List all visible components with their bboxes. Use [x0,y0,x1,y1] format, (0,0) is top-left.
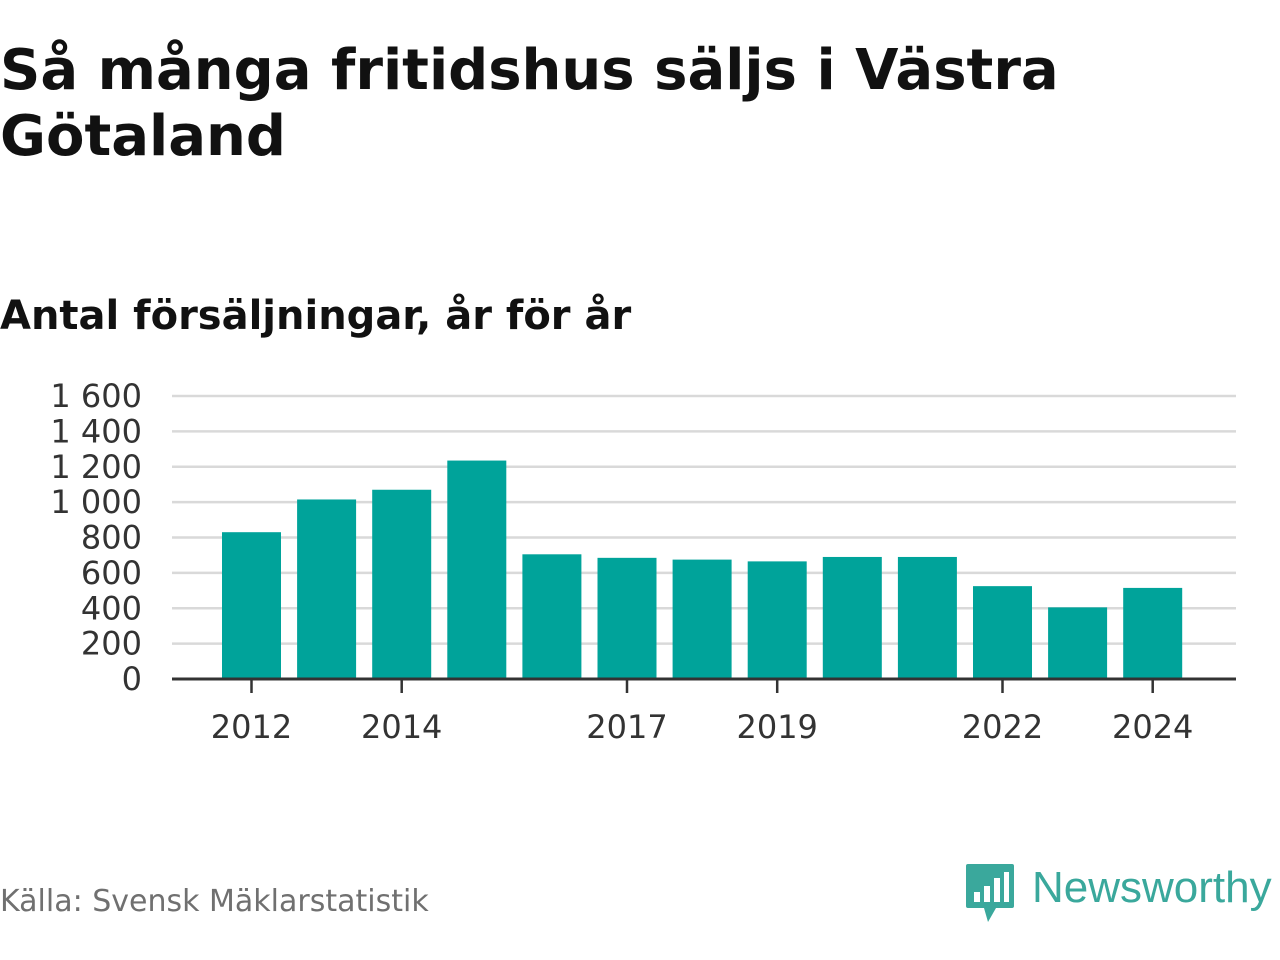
bars [222,460,1183,679]
x-tick-label: 2024 [1112,708,1193,746]
bar-2013 [297,499,357,679]
bar-2014 [372,489,432,679]
bar-2022 [973,586,1032,679]
x-tick-label: 2019 [736,708,817,746]
bar-2021 [897,556,957,679]
bar-2019 [747,561,807,679]
bar-2017 [597,557,657,679]
bar-2024 [1123,587,1183,679]
y-tick-label: 600 [81,554,142,592]
x-tick-label: 2012 [211,708,292,746]
bar-2023 [1048,607,1108,679]
x-tick-label: 2022 [962,708,1043,746]
bar-2012 [222,532,281,679]
bar-2018 [672,559,732,679]
bar-2016 [522,554,582,679]
brand-logo: Newsworthy [964,862,1272,928]
chart-subtitle: Antal försäljningar, år för år [0,293,632,339]
y-tick-label: 1 200 [50,448,142,486]
brand-name: Newsworthy [1032,863,1272,912]
bar-2015 [447,460,507,679]
y-tick-label: 800 [81,519,142,557]
source-note: Källa: Svensk Mäklarstatistik [0,884,429,919]
x-axis-tick-labels: 2012 2014 2017 2019 2022 2024 [211,708,1194,746]
y-tick-label: 200 [81,625,142,663]
y-tick-label: 400 [81,589,142,627]
x-axis [172,677,1236,693]
y-tick-label: 1 000 [50,483,142,521]
chart-title: Så många fritidshus säljs i Västra Götal… [0,38,1059,169]
x-tick-label: 2017 [586,708,667,746]
y-tick-label: 1 400 [50,412,142,450]
y-tick-label: 1 600 [50,377,142,415]
bar-chart-speech-bubble-icon [966,864,1014,922]
x-tick-label: 2014 [361,708,442,746]
bar-2020 [822,556,882,679]
y-tick-label: 0 [122,660,142,698]
